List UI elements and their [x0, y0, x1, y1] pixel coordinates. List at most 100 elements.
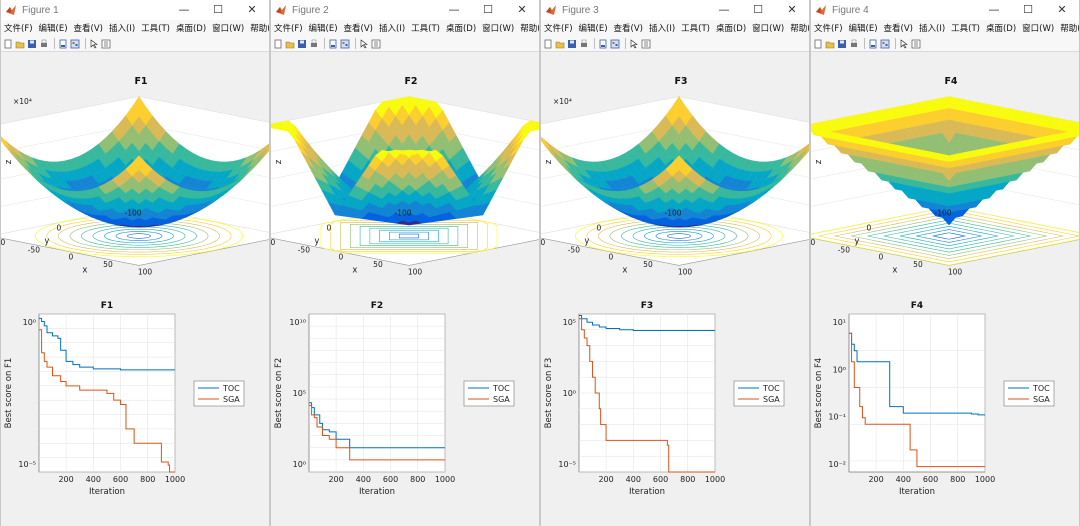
menu-item[interactable]: 查看(V)	[883, 24, 913, 34]
menu-item[interactable]: 桌面(D)	[445, 24, 477, 34]
menu-item[interactable]: 工具(T)	[951, 24, 980, 34]
x-tick-label: 800	[410, 475, 425, 484]
menu-item[interactable]: 窗口(W)	[212, 24, 245, 34]
menu-item[interactable]: 帮助(H)	[790, 24, 809, 34]
menu-item[interactable]: 桌面(D)	[985, 24, 1017, 34]
y-tick-label: 0	[597, 223, 602, 232]
open-icon[interactable]	[825, 39, 835, 49]
minimize-button[interactable]: —	[718, 3, 730, 16]
figure-canvas[interactable]: F20500010000z-100-50050100x1000-100yF220…	[271, 52, 539, 526]
menu-item[interactable]: 查看(V)	[343, 24, 373, 34]
print-icon[interactable]	[579, 39, 589, 49]
z-axis-label: z	[814, 159, 824, 164]
insert-colorbar-icon[interactable]	[610, 39, 620, 49]
convergence-series	[39, 317, 175, 473]
menu-item[interactable]: 工具(T)	[141, 24, 170, 34]
property-inspector-icon[interactable]	[911, 39, 921, 49]
menu-item[interactable]: 查看(V)	[73, 24, 103, 34]
link-plot-icon[interactable]	[328, 39, 338, 49]
print-icon[interactable]	[849, 39, 859, 49]
menu-item[interactable]: 帮助(H)	[1060, 24, 1079, 34]
open-icon[interactable]	[285, 39, 295, 49]
matlab-icon	[546, 5, 556, 15]
figure-toolbar	[1, 36, 269, 52]
menu-item[interactable]: 插入(I)	[109, 24, 136, 34]
menu-item[interactable]: 桌面(D)	[175, 24, 207, 34]
menu-item[interactable]: 文件(F)	[274, 24, 303, 34]
legend-toc-label: TOC	[492, 384, 510, 393]
edit-plot-cursor-icon[interactable]	[359, 38, 369, 49]
menu-item[interactable]: 插入(I)	[649, 24, 676, 34]
insert-colorbar-icon[interactable]	[880, 39, 890, 49]
insert-colorbar-icon[interactable]	[340, 39, 350, 49]
y-axis-label: y	[44, 236, 49, 246]
new-figure-icon[interactable]	[3, 39, 13, 49]
close-button[interactable]: ✕	[1057, 3, 1067, 16]
link-plot-icon[interactable]	[58, 39, 68, 49]
property-inspector-icon[interactable]	[101, 39, 111, 49]
save-icon[interactable]	[27, 39, 37, 49]
title-bar[interactable]: Figure 3 — ☐ ✕	[541, 0, 809, 20]
title-bar[interactable]: Figure 4 — ☐ ✕	[811, 0, 1079, 20]
figure-canvas[interactable]: F4050100z-100-50050100x1000-100yF4200400…	[811, 52, 1079, 526]
print-icon[interactable]	[39, 39, 49, 49]
figure-canvas[interactable]: F1×10⁴00.511.52z-100-50050100x1000-100yF…	[1, 52, 269, 526]
maximize-button[interactable]: ☐	[213, 3, 223, 16]
menu-item[interactable]: 编辑(E)	[38, 24, 68, 34]
menu-item[interactable]: 插入(I)	[919, 24, 946, 34]
convergence-title: F2	[371, 301, 383, 311]
x-tick-label: 600	[923, 475, 938, 484]
save-icon[interactable]	[297, 39, 307, 49]
figure-canvas[interactable]: F3×10⁴012345z-100-50050100x1000-100yF320…	[541, 52, 809, 526]
title-bar[interactable]: Figure 2 — ☐ ✕	[271, 0, 539, 20]
menu-item[interactable]: 窗口(W)	[482, 24, 515, 34]
minimize-button[interactable]: —	[178, 3, 190, 16]
edit-plot-cursor-icon[interactable]	[89, 38, 99, 49]
open-icon[interactable]	[15, 39, 25, 49]
menu-item[interactable]: 编辑(E)	[308, 24, 338, 34]
maximize-button[interactable]: ☐	[483, 3, 493, 16]
toolbar-separator	[355, 38, 356, 49]
menu-item[interactable]: 帮助(H)	[520, 24, 539, 34]
new-figure-icon[interactable]	[273, 39, 283, 49]
maximize-button[interactable]: ☐	[753, 3, 763, 16]
menu-bar: 文件(F) 编辑(E) 查看(V) 插入(I) 工具(T) 桌面(D) 窗口(W) 帮助(H)…	[271, 20, 539, 36]
save-icon[interactable]	[567, 39, 577, 49]
y-tick-label: 0	[57, 223, 62, 232]
y-tick-label: 10⁻²	[828, 460, 846, 469]
close-button[interactable]: ✕	[247, 3, 257, 16]
link-plot-icon[interactable]	[598, 39, 608, 49]
print-icon[interactable]	[309, 39, 319, 49]
minimize-button[interactable]: —	[988, 3, 1000, 16]
menu-item[interactable]: 插入(I)	[379, 24, 406, 34]
x-tick-label: -100	[271, 238, 276, 247]
link-plot-icon[interactable]	[868, 39, 878, 49]
menu-item[interactable]: 桌面(D)	[715, 24, 747, 34]
menu-item[interactable]: 文件(F)	[544, 24, 573, 34]
new-figure-icon[interactable]	[813, 39, 823, 49]
window-title: Figure 1	[22, 4, 59, 16]
open-icon[interactable]	[555, 39, 565, 49]
menu-item[interactable]: 窗口(W)	[1022, 24, 1055, 34]
close-button[interactable]: ✕	[517, 3, 527, 16]
menu-item[interactable]: 帮助(H)	[250, 24, 269, 34]
save-icon[interactable]	[837, 39, 847, 49]
maximize-button[interactable]: ☐	[1023, 3, 1033, 16]
close-button[interactable]: ✕	[787, 3, 797, 16]
menu-item[interactable]: 文件(F)	[814, 24, 843, 34]
minimize-button[interactable]: —	[448, 3, 460, 16]
menu-item[interactable]: 窗口(W)	[752, 24, 785, 34]
menu-item[interactable]: 工具(T)	[411, 24, 440, 34]
menu-item[interactable]: 工具(T)	[681, 24, 710, 34]
menu-item[interactable]: 查看(V)	[613, 24, 643, 34]
insert-colorbar-icon[interactable]	[70, 39, 80, 49]
menu-item[interactable]: 文件(F)	[4, 24, 33, 34]
edit-plot-cursor-icon[interactable]	[899, 38, 909, 49]
new-figure-icon[interactable]	[543, 39, 553, 49]
property-inspector-icon[interactable]	[371, 39, 381, 49]
edit-plot-cursor-icon[interactable]	[629, 38, 639, 49]
title-bar[interactable]: Figure 1 — ☐ ✕	[1, 0, 269, 20]
menu-item[interactable]: 编辑(E)	[578, 24, 608, 34]
property-inspector-icon[interactable]	[641, 39, 651, 49]
menu-item[interactable]: 编辑(E)	[848, 24, 878, 34]
